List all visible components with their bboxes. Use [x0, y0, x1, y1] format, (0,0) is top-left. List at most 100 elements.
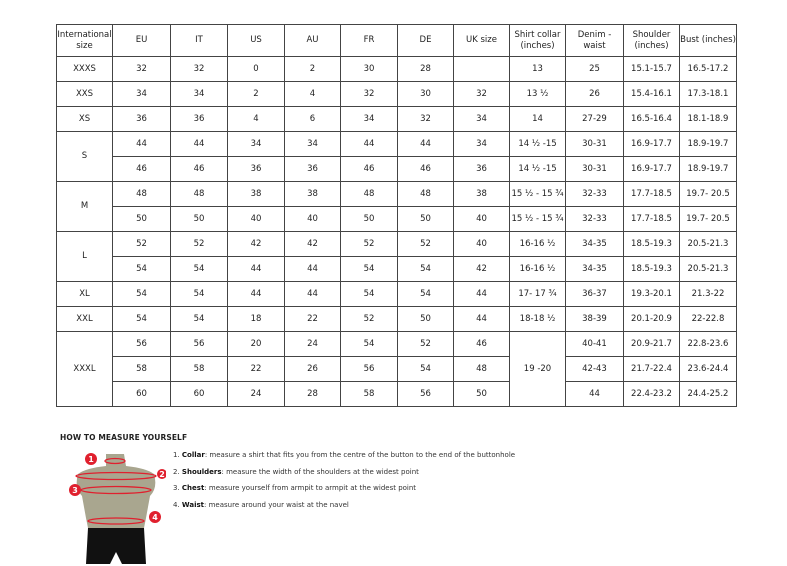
- table-cell: 42: [227, 231, 285, 257]
- header-row: International size EU IT US AU FR DE UK size Shi…: [56, 24, 737, 57]
- table-cell: 50: [397, 306, 454, 332]
- table-row: 60 60 24 28 58 56 50 44 22.4-23.2 24.4-25.2: [57, 381, 737, 407]
- table-cell: 44: [170, 131, 228, 157]
- table-cell: 50: [340, 206, 398, 232]
- column-header: AU: [284, 24, 341, 57]
- international-size-cell: S: [56, 131, 113, 182]
- table-cell: 48: [112, 181, 171, 207]
- table-cell: 24: [284, 331, 341, 357]
- table-cell: 40: [227, 206, 285, 232]
- table-cell: 52: [340, 231, 398, 257]
- table-cell: 38: [453, 181, 510, 207]
- table-cell: 36: [227, 156, 285, 182]
- table-cell: 54: [340, 331, 398, 357]
- table-cell: 22-22.8: [679, 306, 737, 332]
- marker-2-icon: [157, 469, 166, 479]
- table-cell: 27-29: [565, 106, 624, 132]
- table-cell: 16-16 ½: [509, 231, 566, 257]
- table-cell: 34-35: [565, 256, 624, 282]
- table-cell: 32-33: [565, 181, 624, 207]
- table-cell: 21.7-22.4: [623, 356, 680, 382]
- table-cell: 56: [112, 331, 171, 357]
- table-cell: 32: [453, 81, 510, 107]
- table-cell: 30-31: [565, 131, 624, 157]
- table-cell: 15.1-15.7: [623, 56, 680, 82]
- table-cell: 22: [284, 306, 341, 332]
- table-cell: 44: [340, 131, 398, 157]
- step-chest: 3. Chest: measure yourself from armpit t…: [173, 484, 417, 492]
- table-row: XL 54 54 44 44 54 54 44 17- 17 ¾ 36-37 19.3-20.1 21…: [56, 281, 737, 307]
- table-cell: 16.5-17.2: [679, 56, 737, 82]
- merged-collar-cell: 19 -20: [509, 331, 566, 407]
- table-row: XXL 54 54 18 22 52 50 44 18-18 ½ 38-39 20.1-20.9 22…: [56, 306, 737, 332]
- table-row: M 48 48 38 38 48 48 38 15 ½ - 15 ¾ 32-33 17.7-18.5…: [56, 181, 737, 232]
- table-cell: 60: [170, 381, 228, 407]
- table-row: 54 54 44 44 54 54 42 16-16 ½ 34-35 18.5-19.3 20.5-…: [57, 256, 737, 282]
- table-cell: 15.4-16.1: [623, 81, 680, 107]
- column-header: Shoulder (inches): [623, 24, 680, 57]
- table-cell: [453, 56, 510, 82]
- table-cell: 16.9-17.7: [623, 156, 680, 182]
- table-cell: 44: [565, 381, 624, 407]
- table-cell: 48: [397, 181, 454, 207]
- column-header: FR: [340, 24, 398, 57]
- table-cell: 44: [453, 306, 510, 332]
- table-cell: 54: [397, 256, 454, 282]
- table-cell: 18-18 ½: [509, 306, 566, 332]
- table-cell: 54: [112, 281, 171, 307]
- table-cell: 32: [112, 56, 171, 82]
- table-cell: 40-41: [565, 331, 624, 357]
- step-shoulders: 2. Shoulders: measure the width of the s…: [173, 467, 419, 476]
- table-row: XXXL 56 56 20 24 54 52 46 19 -20 40-41 20.9-21.7 22…: [56, 331, 737, 407]
- table-cell: 46: [170, 156, 228, 182]
- table-cell: 42: [284, 231, 341, 257]
- table-cell: 17.3-18.1: [679, 81, 737, 107]
- table-cell: 34: [284, 131, 341, 157]
- table-cell: 15 ½ - 15 ¾: [509, 181, 566, 207]
- column-header: Shirt collar (inches): [509, 24, 566, 57]
- svg-text:1: 1: [88, 455, 94, 464]
- marker-icons: [69, 453, 166, 523]
- table-cell: 56: [340, 356, 398, 382]
- table-cell: 44: [284, 256, 341, 282]
- table-cell: 6: [284, 106, 341, 132]
- table-cell: 0: [227, 56, 285, 82]
- table-cell: 28: [284, 381, 341, 407]
- table-cell: 16.9-17.7: [623, 131, 680, 157]
- table-cell: 36: [170, 106, 228, 132]
- table-cell: 38: [284, 181, 341, 207]
- table-cell: 44: [227, 281, 285, 307]
- torso-shape: [76, 454, 156, 528]
- table-cell: 21.3-22: [679, 281, 737, 307]
- table-cell: 46: [340, 156, 398, 182]
- column-header: DE: [397, 24, 454, 57]
- table-cell: 25: [565, 56, 624, 82]
- table-cell: 36: [112, 106, 171, 132]
- table-cell: 44: [284, 281, 341, 307]
- table-cell: 34: [453, 106, 510, 132]
- table-row: S 44 44 34 34 44 44 34 14 ½ -15 30-31 16.9-17.7 18.…: [56, 131, 737, 182]
- table-cell: 36: [453, 156, 510, 182]
- table-cell: 16-16 ½: [509, 256, 566, 282]
- table-cell: 32: [340, 81, 398, 107]
- table-cell: 52: [170, 231, 228, 257]
- table-cell: 54: [340, 281, 398, 307]
- table-cell: 30-31: [565, 156, 624, 182]
- table-cell: 13: [509, 56, 566, 82]
- table-cell: 46: [112, 156, 171, 182]
- table-cell: 34: [453, 131, 510, 157]
- table-cell: 18.1-18.9: [679, 106, 737, 132]
- table-cell: 14 ½ -15: [509, 156, 566, 182]
- table-cell: 40: [284, 206, 341, 232]
- table-cell: 54: [170, 256, 228, 282]
- table-cell: 58: [112, 356, 171, 382]
- table-cell: 2: [227, 81, 285, 107]
- column-header: IT: [170, 24, 228, 57]
- table-cell: 38: [227, 181, 285, 207]
- international-size-cell: M: [56, 181, 113, 232]
- table-cell: 50: [397, 206, 454, 232]
- table-cell: 52: [397, 331, 454, 357]
- table-cell: 56: [397, 381, 454, 407]
- table-cell: 52: [340, 306, 398, 332]
- table-cell: 58: [340, 381, 398, 407]
